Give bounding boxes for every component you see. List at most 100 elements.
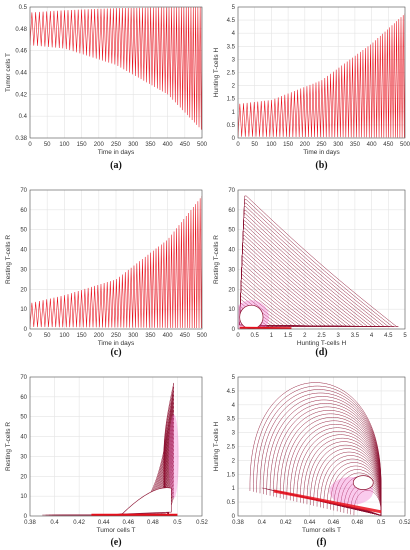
y-tick-label: 1 [232, 110, 236, 116]
y-tick-label: 5 [232, 375, 236, 381]
y-tick-label: 30 [228, 267, 235, 273]
oscillation-line [238, 13, 405, 138]
x-tick-label: 150 [77, 142, 88, 148]
y-tick-label: 2 [232, 84, 236, 90]
y-tick-label: 20 [20, 474, 27, 480]
x-tick-label: 400 [367, 142, 378, 148]
orbit-line [333, 469, 382, 516]
y-tick-label: 30 [20, 454, 27, 460]
x-tick-label: 150 [77, 333, 88, 339]
y-tick-label: 0.44 [15, 71, 27, 77]
orbit-line [320, 455, 382, 516]
orbit-line [273, 406, 382, 516]
x-axis-label: Time in days [98, 149, 135, 156]
x-tick-label: 250 [316, 142, 327, 148]
orbit-line [249, 382, 382, 516]
y-tick-label: 0.5 [227, 500, 236, 506]
oscillation-line [30, 195, 202, 329]
inner-loop [121, 487, 172, 515]
y-tick-label: 0 [24, 327, 28, 333]
y-tick-label: 0.46 [15, 49, 27, 55]
x-tick-label: 0.48 [147, 520, 159, 526]
axes-frame [29, 189, 203, 330]
x-tick-label: 500 [197, 333, 208, 339]
x-tick-label: 400 [163, 142, 174, 148]
y-tick-label: 4 [232, 403, 236, 409]
x-tick-label: 500 [197, 142, 208, 148]
y-tick-label: 40 [20, 435, 27, 441]
x-axis-label: Time in days [303, 149, 340, 156]
x-tick-label: 200 [94, 142, 105, 148]
x-axis-label: Tumor cells T [302, 527, 341, 534]
axes-frame [237, 6, 406, 139]
y-tick-label: 50 [228, 228, 235, 234]
x-tick-label: 350 [145, 333, 156, 339]
x-tick-label: 0.4 [258, 520, 267, 526]
x-axis-label: Time in days [98, 340, 135, 347]
series-trace [249, 382, 382, 516]
y-tick-label: 20 [228, 287, 235, 293]
x-tick-label: 400 [163, 333, 174, 339]
panel-caption: (b) [315, 160, 327, 171]
y-tick-label: 60 [20, 395, 27, 401]
x-tick-label: 0 [28, 142, 32, 148]
y-tick-label: 20 [20, 287, 27, 293]
y-tick-label: 0 [232, 136, 236, 142]
orbit-line [326, 462, 382, 516]
orbit-line [253, 385, 382, 516]
axes-frame [237, 376, 406, 517]
axes-frame [29, 6, 203, 139]
x-tick-label: 0.5 [251, 333, 260, 339]
y-tick-label: 70 [20, 188, 27, 194]
y-tick-label: 10 [228, 307, 235, 313]
panel-caption: (d) [315, 347, 327, 358]
y-tick-label: 3 [232, 57, 236, 63]
orbit-line [330, 465, 382, 516]
orbit-line [266, 399, 382, 516]
x-tick-label: 5 [403, 333, 407, 339]
x-tick-label: 50 [44, 333, 51, 339]
y-tick-label: 1 [232, 486, 236, 492]
x-tick-label: 0.52 [196, 520, 208, 526]
y-tick-label: 40 [228, 248, 235, 254]
y-tick-label: 50 [20, 415, 27, 421]
x-tick-label: 450 [383, 142, 394, 148]
inner-loop [239, 304, 264, 329]
y-tick-label: 4.5 [227, 18, 236, 24]
orbit-line [283, 417, 382, 516]
x-tick-label: 0.38 [24, 520, 36, 526]
orbit-line [323, 458, 382, 516]
panel-caption: (e) [110, 537, 121, 548]
y-tick-label: 0 [24, 514, 28, 520]
x-tick-label: 250 [111, 333, 122, 339]
halo-region [168, 414, 179, 499]
y-tick-label: 0.5 [19, 5, 28, 11]
y-tick-label: 0.38 [15, 136, 27, 142]
series-trace [238, 13, 405, 138]
orbit-line [293, 427, 382, 516]
orbit-line [313, 448, 382, 516]
y-tick-label: 60 [228, 208, 235, 214]
x-tick-label: 4 [370, 333, 374, 339]
series-trace [30, 7, 202, 130]
y-axis-label: Hunting T-cells H [213, 422, 220, 472]
x-tick-label: 350 [145, 142, 156, 148]
orbit-line [296, 430, 382, 516]
y-tick-label: 4 [232, 31, 236, 37]
series-trace [238, 195, 399, 329]
x-tick-label: 0 [236, 142, 240, 148]
orbit-line [286, 420, 382, 516]
x-tick-label: 0.44 [304, 520, 316, 526]
x-tick-label: 1 [270, 333, 274, 339]
orbit-line [303, 437, 382, 516]
x-tick-label: 1.5 [284, 333, 293, 339]
y-axis-label: Resting T-cells R [5, 235, 12, 284]
y-tick-label: 0.4 [19, 114, 28, 120]
y-tick-label: 70 [20, 375, 27, 381]
panel-d: 0 0.5 1 1.5 2 2.5 3 3.5 4 4.5 5010203040506070Hunt… [213, 188, 407, 358]
y-tick-label: 40 [20, 248, 27, 254]
y-axis-label: Hunting T-cells H [213, 48, 220, 98]
x-tick-label: 450 [180, 142, 191, 148]
x-axis-label: Tumor cells T [96, 527, 135, 534]
